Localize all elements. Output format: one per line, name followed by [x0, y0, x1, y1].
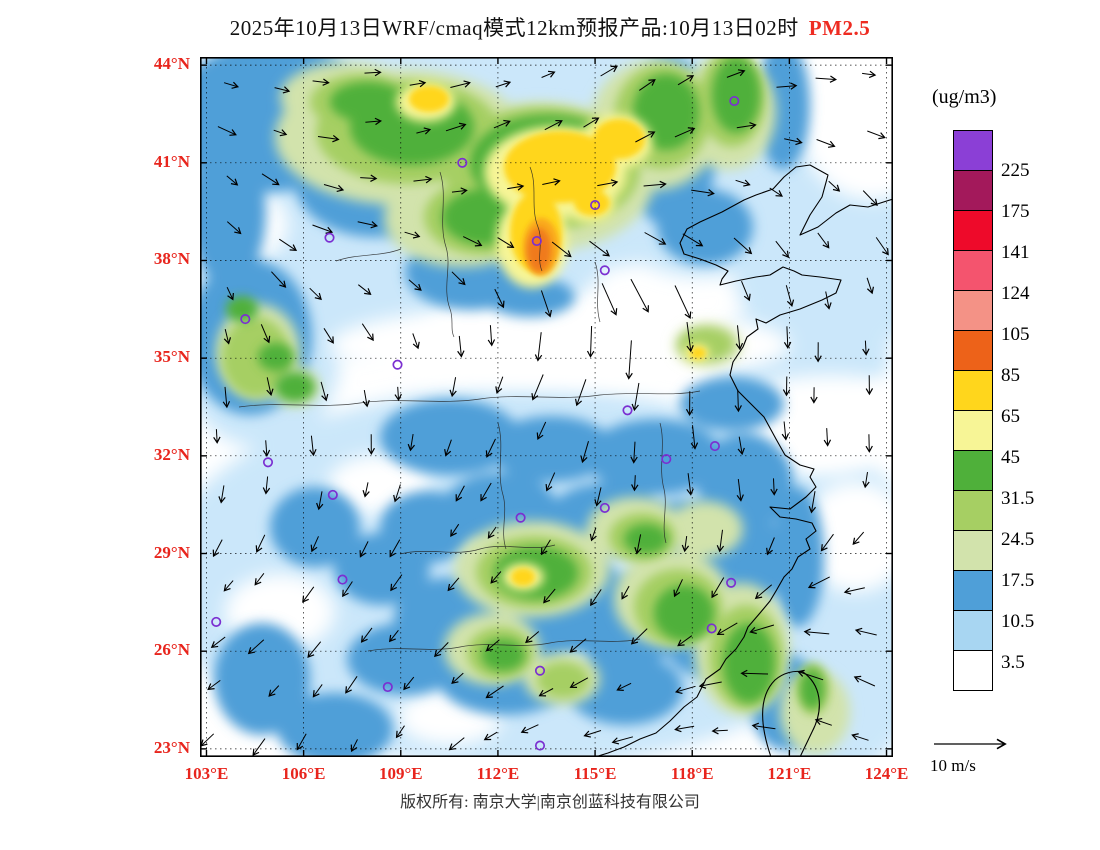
- legend-value-label: 141: [1001, 242, 1030, 263]
- legend-value-label: 31.5: [1001, 488, 1035, 509]
- legend-value-label: 124: [1001, 283, 1030, 304]
- legend-colorbar: [953, 130, 993, 691]
- legend-color-cell: [953, 290, 993, 331]
- legend-color-cell: [953, 370, 993, 411]
- forecast-map: [200, 57, 894, 758]
- legend-value-label: 17.5: [1001, 570, 1035, 591]
- lat-axis-label: 41°N: [153, 151, 190, 171]
- legend-color-cell: [953, 610, 993, 651]
- station-marker: [599, 265, 610, 276]
- page-title: 2025年10月13日WRF/cmaq模式12km预报产品:10月13日02时 P…: [0, 12, 1100, 42]
- lon-axis-label: 124°E: [864, 764, 909, 783]
- lon-axis-label: 106°E: [281, 764, 326, 783]
- station-marker: [327, 489, 338, 500]
- station-marker: [661, 454, 672, 465]
- station-marker: [534, 665, 546, 676]
- lat-axis-label: 44°N: [153, 54, 190, 74]
- title-pollutant: PM2.5: [808, 16, 871, 40]
- legend-color-cell: [953, 450, 993, 491]
- legend-value-label: 10.5: [1001, 611, 1035, 632]
- station-marker: [457, 157, 468, 168]
- station-marker: [240, 314, 251, 325]
- station-marker: [262, 457, 274, 468]
- station-marker: [392, 359, 403, 370]
- province-boundaries: [238, 166, 701, 652]
- lat-axis-label: 35°N: [153, 347, 190, 367]
- station-marker: [337, 574, 348, 585]
- legend-value-label: 3.5: [1001, 652, 1025, 673]
- legend-value-label: 85: [1001, 365, 1020, 386]
- lat-axis-label: 32°N: [153, 444, 190, 464]
- lat-axis-label: 26°N: [153, 640, 190, 660]
- legend-color-cell: [953, 330, 993, 371]
- legend-color-cell: [953, 250, 993, 291]
- wind-scale-label: 10 m/s: [930, 756, 976, 775]
- legend-value-label: 175: [1001, 201, 1030, 222]
- legend-color-cell: [953, 650, 993, 691]
- lon-axis-label: 121°E: [767, 764, 812, 783]
- graticule: [200, 57, 893, 757]
- lat-axis-label: 38°N: [153, 249, 190, 269]
- station-marker: [622, 405, 633, 416]
- lon-axis-label: 112°E: [476, 764, 520, 783]
- wind-arrows: [200, 65, 889, 757]
- legend-color-cell: [953, 170, 993, 211]
- legend-value-label: 65: [1001, 406, 1020, 427]
- pollution-field: [200, 57, 893, 757]
- legend-value-label: 24.5: [1001, 529, 1035, 550]
- legend-color-cell: [953, 130, 993, 171]
- station-marker: [709, 441, 720, 452]
- map-frame: [200, 57, 894, 758]
- lon-axis-label: 103°E: [184, 764, 229, 783]
- station-marker: [211, 616, 222, 627]
- lat-axis-label: 29°N: [153, 542, 190, 562]
- station-marker: [599, 502, 610, 513]
- station-marker: [726, 577, 737, 588]
- lon-axis-label: 118°E: [670, 764, 714, 783]
- lat-axis-label: 23°N: [153, 737, 190, 757]
- legend-color-cell: [953, 210, 993, 251]
- legend-color-cell: [953, 490, 993, 531]
- station-marker: [515, 512, 526, 523]
- wind-scale-arrow: [934, 738, 1007, 750]
- copyright-footer: 版权所有: 南京大学|南京创蓝科技有限公司: [400, 794, 700, 811]
- legend-value-label: 225: [1001, 160, 1030, 181]
- title-main: 2025年10月13日WRF/cmaq模式12km预报产品:10月13日02时: [229, 16, 799, 40]
- legend-color-cell: [953, 530, 993, 571]
- station-marker: [729, 95, 740, 107]
- station-marker: [531, 235, 542, 247]
- legend-color-cell: [953, 410, 993, 451]
- legend-value-label: 45: [1001, 447, 1020, 468]
- station-marker: [382, 681, 393, 693]
- legend-color-cell: [953, 570, 993, 611]
- lon-axis-label: 115°E: [573, 764, 617, 783]
- wind-scale-legend: 10 m/s: [930, 733, 1030, 776]
- coastline: [594, 164, 893, 757]
- map-area: [200, 57, 894, 758]
- legend-title: (ug/m3): [932, 86, 997, 108]
- station-markers: [211, 95, 740, 751]
- station-marker: [590, 200, 601, 211]
- station-marker: [324, 232, 335, 243]
- lon-axis-label: 109°E: [378, 764, 423, 783]
- legend-value-label: 105: [1001, 324, 1030, 345]
- station-marker: [706, 623, 717, 634]
- station-marker: [534, 740, 546, 751]
